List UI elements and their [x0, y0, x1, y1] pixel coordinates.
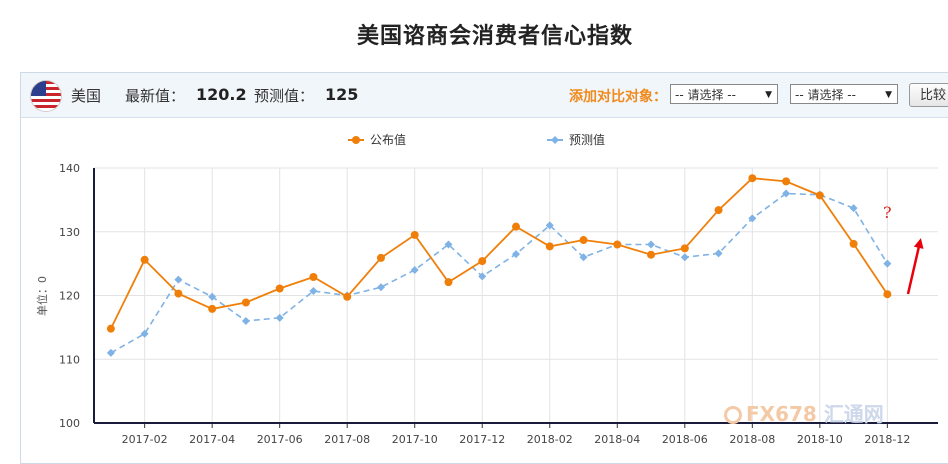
published-point — [376, 253, 385, 262]
watermark-cn: 汇通网 — [823, 402, 884, 426]
forecast-point — [714, 249, 723, 258]
published-point — [275, 284, 284, 293]
forecast-point — [208, 292, 217, 301]
x-tick-label: 2017-08 — [324, 433, 370, 446]
published-point — [748, 174, 757, 183]
x-tick-label: 2018-12 — [864, 433, 910, 446]
forecast-point — [748, 214, 757, 223]
forecast-point — [680, 253, 689, 262]
forecast-point — [376, 283, 385, 292]
trend-arrow-icon — [906, 238, 924, 295]
x-tick-label: 2017-10 — [392, 433, 438, 446]
x-tick-label: 2018-02 — [527, 433, 573, 446]
forecast-point — [782, 189, 791, 198]
watermark-logo: FX678 汇通网 — [724, 398, 884, 427]
forecast-line — [110, 192, 889, 354]
forecast-label: 预测值： — [254, 87, 315, 105]
country-label: 美国 — [71, 87, 102, 105]
page-title: 美国谘商会消费者信心指数 — [356, 24, 633, 49]
y-tick-label: 100 — [59, 417, 80, 430]
y-tick-label: 130 — [59, 226, 80, 239]
chart-panel: 美国 最新值： 120.2 预测值： 125 添加对比对象： -- 请选择 --… — [20, 72, 948, 464]
forecast-point — [579, 253, 588, 262]
legend-forecast-marker — [551, 136, 559, 144]
compare-button[interactable]: 比较 — [909, 83, 948, 107]
forecast-point — [478, 272, 487, 281]
forecast-point — [647, 240, 656, 249]
published-point — [208, 304, 217, 313]
published-point — [410, 230, 419, 239]
published-point — [309, 273, 318, 282]
x-tick-label: 2018-06 — [662, 433, 708, 446]
x-tick-label: 2018-04 — [594, 433, 640, 446]
published-point — [444, 278, 453, 287]
forecast-value: 125 — [325, 85, 359, 104]
published-point — [647, 250, 656, 259]
header-bar: 美国 最新值： 120.2 预测值： 125 添加对比对象： -- 请选择 --… — [21, 73, 948, 118]
forecast-point — [410, 266, 419, 274]
chart-legend: 公布值 预测值 — [348, 132, 605, 147]
forecast-point — [275, 313, 284, 322]
published-point — [883, 290, 892, 299]
chart-series — [106, 174, 892, 357]
annotation-question-mark: ? — [883, 203, 892, 222]
caret-down-icon: ▼ — [885, 90, 892, 100]
forecast-point — [444, 240, 453, 249]
forecast-point — [140, 329, 149, 338]
legend-forecast-label: 预测值 — [569, 132, 605, 147]
latest-value: 120.2 — [196, 85, 247, 104]
x-tick-label: 2017-12 — [459, 433, 505, 446]
y-tick-label: 140 — [59, 162, 80, 175]
published-point — [579, 236, 588, 245]
published-line — [110, 177, 889, 330]
published-point — [343, 292, 352, 301]
compare-select-2[interactable]: -- 请选择 -- ▼ — [790, 84, 898, 104]
caret-down-icon: ▼ — [765, 90, 772, 100]
published-point — [241, 298, 250, 307]
forecast-point — [849, 204, 858, 213]
compare-select-1-value: -- 请选择 -- — [675, 88, 736, 102]
published-point — [613, 240, 622, 249]
forecast-point — [512, 250, 520, 259]
forecast-point — [174, 275, 183, 284]
watermark-icon — [724, 406, 742, 424]
forecast-point — [883, 259, 892, 268]
published-point — [680, 244, 689, 253]
published-point — [782, 177, 791, 186]
legend-published-marker — [352, 136, 360, 144]
latest-label: 最新值： — [125, 87, 186, 105]
line-chart: 100 110 120 130 140 2017-02 2017-04 2017-06 2017… — [35, 132, 938, 446]
x-tick-label: 2018-10 — [797, 433, 843, 446]
forecast-point — [106, 348, 115, 357]
compare-select-1[interactable]: -- 请选择 -- ▼ — [670, 84, 778, 104]
watermark-brand: FX678 — [746, 402, 817, 426]
published-point — [714, 206, 723, 215]
published-point — [545, 242, 554, 251]
published-point — [478, 257, 487, 266]
published-point — [174, 289, 183, 298]
forecast-point — [545, 221, 554, 230]
y-tick-label: 120 — [59, 290, 80, 303]
us-flag-icon — [31, 81, 61, 111]
y-axis-label: 单位：0 — [35, 276, 49, 316]
chart-axes: 100 110 120 130 140 2017-02 2017-04 2017-06 2017… — [59, 162, 938, 446]
forecast-point — [241, 317, 250, 325]
legend-published-label: 公布值 — [370, 132, 406, 147]
x-tick-label: 2018-08 — [729, 433, 775, 446]
chart-grid — [94, 167, 938, 423]
compare-select-2-value: -- 请选择 -- — [795, 88, 856, 102]
x-tick-label: 2017-06 — [257, 433, 303, 446]
published-point — [106, 324, 115, 333]
published-point — [512, 222, 520, 231]
x-tick-label: 2017-02 — [122, 433, 168, 446]
add-compare-label: 添加对比对象： — [569, 89, 667, 105]
forecast-point — [309, 287, 318, 296]
published-point — [849, 239, 858, 248]
published-point — [140, 255, 149, 264]
published-point — [815, 191, 824, 200]
y-tick-label: 110 — [59, 353, 80, 366]
x-tick-label: 2017-04 — [189, 433, 235, 446]
